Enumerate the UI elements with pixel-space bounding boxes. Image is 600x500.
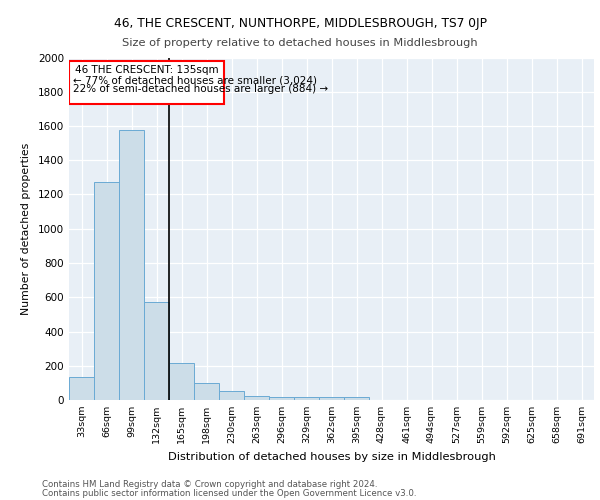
Y-axis label: Number of detached properties: Number of detached properties <box>21 142 31 315</box>
Bar <box>269 396 294 400</box>
X-axis label: Distribution of detached houses by size in Middlesbrough: Distribution of detached houses by size … <box>167 452 496 462</box>
Bar <box>119 130 144 400</box>
Text: ← 77% of detached houses are smaller (3,024): ← 77% of detached houses are smaller (3,… <box>73 76 317 86</box>
Bar <box>244 396 269 400</box>
Text: Contains public sector information licensed under the Open Government Licence v3: Contains public sector information licen… <box>42 488 416 498</box>
Bar <box>344 398 369 400</box>
Text: Contains HM Land Registry data © Crown copyright and database right 2024.: Contains HM Land Registry data © Crown c… <box>42 480 377 489</box>
Bar <box>144 302 169 400</box>
Bar <box>319 398 344 400</box>
Bar <box>169 363 194 400</box>
Text: 22% of semi-detached houses are larger (884) →: 22% of semi-detached houses are larger (… <box>73 84 328 94</box>
Bar <box>219 392 244 400</box>
Bar <box>194 383 219 400</box>
Bar <box>69 377 94 400</box>
Text: Size of property relative to detached houses in Middlesbrough: Size of property relative to detached ho… <box>122 38 478 48</box>
Bar <box>94 182 119 400</box>
Text: 46 THE CRESCENT: 135sqm: 46 THE CRESCENT: 135sqm <box>74 65 218 75</box>
Bar <box>294 398 319 400</box>
Text: 46, THE CRESCENT, NUNTHORPE, MIDDLESBROUGH, TS7 0JP: 46, THE CRESCENT, NUNTHORPE, MIDDLESBROU… <box>113 18 487 30</box>
Bar <box>69 61 224 104</box>
